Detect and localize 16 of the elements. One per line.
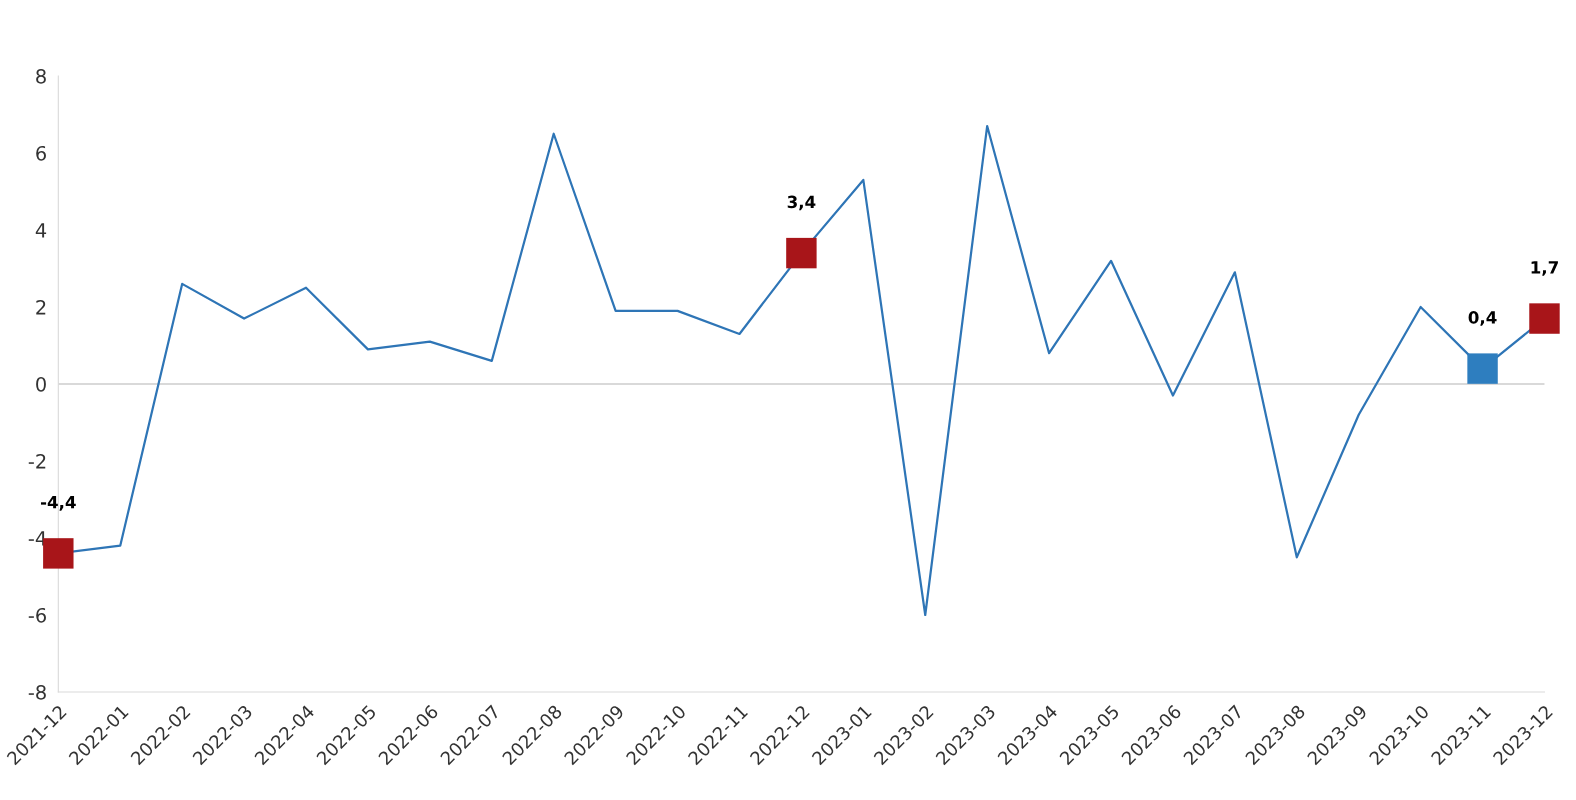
point [1529,303,1560,334]
y-tick-label: 0 [36,376,46,392]
y-tick-label: 8 [36,68,46,84]
data-label: 3,4 [787,195,816,211]
data-label: -4,4 [41,496,76,511]
data-label: 0,4 [1468,311,1497,326]
y-tick-label: -8 [28,684,46,700]
point [1467,353,1498,384]
y-tick-label: -6 [28,607,46,623]
point [43,538,74,569]
point [786,237,817,269]
y-tick-label: 2 [36,299,46,315]
data-label: 1,7 [1531,261,1558,276]
y-tick-label: 4 [35,223,47,238]
y-tick-label: -2 [28,453,46,469]
y-tick-label: 6 [36,145,46,161]
